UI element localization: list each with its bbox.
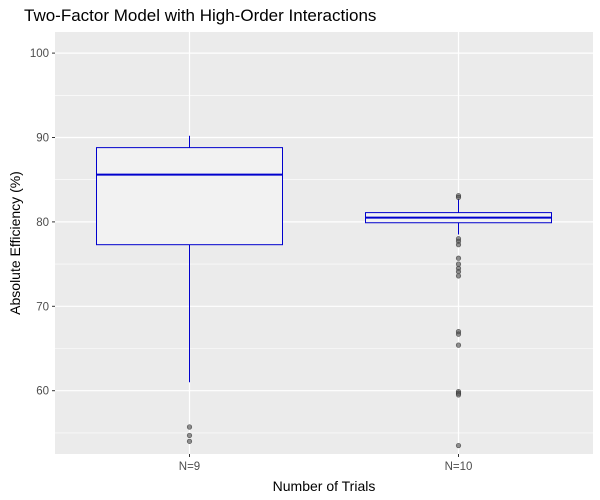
y-tick-label: 80: [36, 217, 49, 229]
outlier-point: [186, 424, 193, 430]
box-iqr: [96, 147, 283, 246]
outlier-point: [455, 342, 462, 348]
outlier-point: [186, 432, 193, 439]
outlier-point: [186, 438, 193, 444]
outlier-point: [455, 255, 462, 261]
outlier-point: [455, 269, 462, 275]
outlier-point: [455, 331, 462, 337]
outlier-point: [455, 261, 462, 267]
outlier-point: [455, 392, 462, 398]
outlier-point: [455, 242, 462, 248]
chart-title: Two-Factor Model with High-Order Interac…: [24, 6, 377, 25]
x-axis-title: Number of Trials: [273, 478, 376, 494]
x-tick-label: N=9: [179, 461, 200, 473]
outlier-point: [455, 273, 462, 279]
x-tick-label: N=10: [445, 461, 473, 473]
outlier-point: [455, 442, 462, 449]
y-axis-title: Absolute Efficiency (%): [7, 171, 23, 315]
y-tick-label: 60: [36, 386, 49, 398]
y-tick-label: 90: [36, 133, 49, 145]
outlier-point: [455, 194, 462, 201]
y-tick-label: 70: [36, 301, 49, 313]
y-tick-label: 100: [30, 48, 49, 60]
